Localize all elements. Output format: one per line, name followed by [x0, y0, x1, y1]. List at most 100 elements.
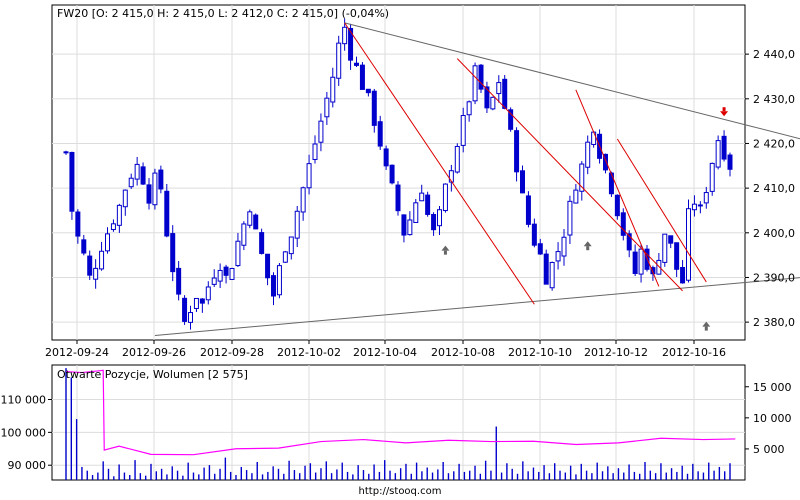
price-y-tick-label: 2 430,0 — [753, 93, 795, 106]
price-y-tick-label: 2 410,0 — [753, 182, 795, 195]
candle-body — [348, 27, 354, 61]
candle-body — [626, 233, 632, 251]
candle — [555, 242, 561, 270]
candle — [81, 234, 87, 256]
candle-body — [288, 236, 294, 255]
candle — [223, 264, 229, 284]
candle — [478, 63, 484, 93]
candle — [312, 135, 318, 164]
arrow-shaft — [722, 107, 726, 112]
price-x-tick-label: 2012-09-24 — [45, 346, 109, 359]
candle-body — [442, 183, 448, 212]
candle — [567, 195, 573, 244]
price-x-tick-label: 2012-10-16 — [662, 346, 726, 359]
candle — [448, 164, 454, 192]
candle-body — [478, 64, 484, 90]
candle — [680, 259, 686, 284]
price-panel-title: FW20 [O: 2 415,0 H: 2 415,0 L: 2 412,0 C… — [57, 7, 389, 20]
candle-body — [549, 261, 555, 289]
arrow-shaft — [443, 250, 447, 255]
candle — [525, 191, 531, 228]
candle-body — [614, 194, 620, 217]
candle — [543, 249, 549, 285]
candle-body — [531, 223, 537, 246]
candle — [531, 218, 537, 248]
gray-trendline — [344, 22, 800, 140]
candle-body — [502, 78, 508, 109]
price-panel — [51, 4, 746, 341]
candle — [276, 262, 282, 299]
candle-body — [75, 211, 81, 237]
up-arrow-icon — [702, 321, 711, 331]
candle — [508, 107, 514, 132]
candle-body — [603, 153, 608, 171]
candle-body — [448, 170, 454, 183]
arrow-head — [720, 111, 729, 117]
candle-body — [87, 255, 93, 276]
open-interest-tick-label: 110 000 — [1, 394, 47, 407]
candle-body — [697, 204, 703, 207]
candle — [549, 261, 555, 291]
candle-body — [170, 233, 176, 273]
candle-body — [223, 266, 229, 276]
candle — [69, 151, 75, 220]
candle-body — [276, 265, 282, 296]
candle — [354, 56, 359, 68]
candle — [484, 81, 490, 114]
candle-body — [383, 148, 389, 167]
candle — [205, 281, 211, 305]
candle-body — [727, 154, 733, 170]
candle — [324, 91, 330, 125]
candle — [182, 295, 188, 325]
candle-body — [330, 76, 336, 103]
candle — [110, 219, 116, 232]
candle — [241, 221, 247, 251]
candle-body — [437, 209, 442, 227]
candle-body — [514, 130, 520, 173]
candle-body — [176, 267, 182, 295]
candle-body — [205, 286, 211, 301]
candle — [561, 228, 567, 266]
candle — [253, 213, 259, 230]
candle — [419, 184, 425, 202]
candle — [608, 171, 614, 197]
candle — [573, 184, 579, 204]
open-interest-axis: 90 000 100 000 110 000 — [1, 394, 52, 472]
candle-body — [460, 115, 466, 146]
candle-body — [472, 65, 478, 102]
candle-body — [217, 269, 223, 282]
candle — [158, 165, 164, 194]
candle-body — [122, 189, 128, 208]
price-x-tick-label: 2012-10-10 — [508, 346, 572, 359]
candle — [282, 251, 288, 263]
candle-body — [496, 82, 502, 95]
candle-body — [306, 163, 312, 189]
candle — [134, 156, 140, 186]
candle-body — [656, 259, 662, 275]
candle — [75, 209, 81, 244]
candle — [122, 189, 128, 216]
candle — [235, 232, 241, 267]
red-trendline — [344, 22, 535, 305]
candle-body — [342, 26, 348, 45]
candle — [709, 162, 715, 196]
volume-panel-title: Otwarte Pozycje, Wolumen [2 575] — [57, 368, 248, 381]
candle-body — [703, 192, 709, 204]
candle — [152, 168, 158, 210]
candle-body — [229, 268, 235, 280]
price-arrows — [441, 107, 729, 331]
candle-body — [241, 223, 247, 246]
candle — [662, 233, 668, 267]
candle-body — [567, 200, 573, 236]
candle-body — [152, 172, 158, 206]
candle — [365, 88, 371, 97]
candle — [579, 161, 585, 201]
candle-body — [691, 203, 697, 211]
volume-panel — [51, 364, 746, 481]
candle — [454, 143, 460, 174]
candle-body — [324, 97, 330, 118]
candle — [389, 164, 395, 185]
candle-body — [525, 195, 531, 225]
candle-body — [253, 214, 259, 230]
candle-body — [709, 162, 715, 192]
